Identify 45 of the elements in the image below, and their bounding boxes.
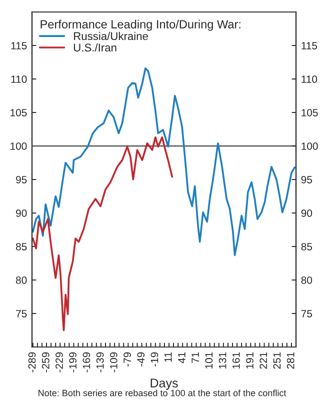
y2-tick-label: 100 [302, 142, 318, 150]
x-tick-label: -109 [110, 352, 118, 372]
x-tick-label: -139 [96, 352, 104, 372]
legend-label: Russia/Ukraine [74, 32, 148, 40]
y-tick-label: 90 [16, 210, 27, 217]
x-tick-label: -289 [28, 352, 36, 372]
y-tick-label: 80 [16, 276, 27, 284]
x-tick-label: 281 [286, 352, 294, 369]
x-tick-label: 131 [218, 352, 226, 368]
text: Note: Both series are rebased to 100 at the start of the conflict [38, 390, 286, 396]
y2-tick-label: 75 [301, 310, 312, 318]
x-tick-label: 191 [246, 352, 254, 368]
y2-tick-label: 90 [301, 210, 312, 217]
x-tick-label: 101 [205, 352, 213, 368]
y-tick-label: 100 [10, 142, 27, 150]
x-tick-label: -169 [82, 352, 90, 372]
x-tick-label: 71 [192, 352, 199, 363]
y-tick-label: 85 [16, 243, 27, 250]
x-tick-label: 161 [232, 352, 240, 368]
y2-tick-label: 85 [301, 243, 312, 250]
x-tick-label: -49 [137, 352, 145, 366]
x-axis-title: Days [150, 378, 178, 390]
x-tick-label: -259 [42, 352, 50, 372]
y-tick-label: 95 [16, 176, 27, 184]
line-series [32, 136, 174, 332]
y2-tick-label: 105 [302, 109, 318, 116]
y2-tick-label: 80 [301, 276, 312, 284]
x-tick-label: 11 [164, 352, 172, 362]
legend-title: Performance Leading Into/During War: [40, 20, 240, 31]
y-tick-label: 105 [10, 109, 27, 116]
x-tick-label: 41 [178, 352, 186, 364]
x-tick-label: 251 [273, 352, 281, 369]
x-tick-label: 221 [260, 352, 267, 369]
y2-tick-label: 95 [301, 176, 312, 184]
y-tick-label: 110 [11, 76, 27, 83]
x-tick-label: -19 [150, 352, 158, 366]
y-tick-label: 115 [11, 42, 27, 50]
x-tick-label: -79 [124, 352, 131, 366]
line-series [32, 67, 296, 256]
y2-tick-label: 110 [302, 76, 318, 83]
legend-label: U.S./Iran [74, 43, 116, 52]
y2-tick-label: 115 [302, 42, 318, 50]
y-tick-label: 75 [16, 310, 27, 318]
x-tick-label: -199 [69, 352, 77, 372]
x-tick-label: -229 [56, 352, 63, 372]
